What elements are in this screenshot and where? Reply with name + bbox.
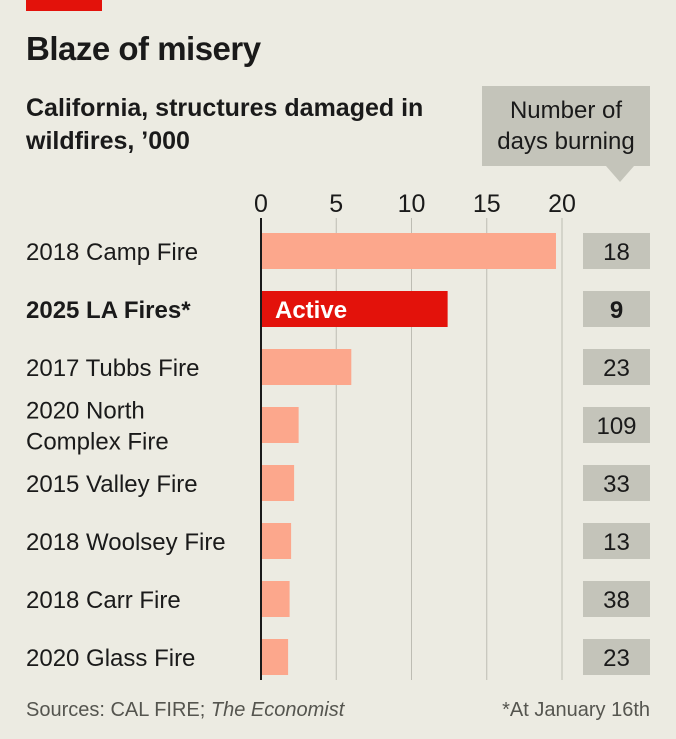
category-label: 2020 North Complex Fire [26,398,169,456]
x-tick-label: 10 [398,190,426,218]
bar [261,581,290,617]
bar [261,465,295,501]
sources-prefix: Sources: CAL FIRE; [26,699,211,721]
chart-subtitle: California, structures damaged in wildfi… [26,94,424,155]
days-value: 23 [603,645,630,672]
bar [261,407,299,443]
bar [261,639,289,675]
days-box [583,639,650,675]
days-box [583,349,650,385]
sources-publisher: The Economist [210,699,345,721]
chart-title: Blaze of misery [26,30,261,67]
days-box [583,465,650,501]
days-box [583,523,650,559]
days-box [583,407,650,443]
x-tick-label: 5 [329,190,343,218]
bar [261,233,556,269]
days-value: 109 [596,413,636,440]
bar [261,349,352,385]
category-label: 2020 Glass Fire [26,645,195,672]
category-label: 2017 Tubbs Fire [26,355,199,382]
days-burning-pointer [606,166,634,182]
days-value: 9 [610,297,623,324]
days-box [583,291,650,327]
bar-highlight [261,291,448,327]
x-tick-label: 15 [473,190,501,218]
days-value: 18 [603,239,630,266]
category-label: 2018 Camp Fire [26,239,198,266]
days-value: 33 [603,471,630,498]
days-value: 38 [603,587,630,614]
days-burning-header: Number of days burning [482,86,650,166]
bar-label-active: Active [275,297,347,324]
days-value: 23 [603,355,630,382]
sources-note: Sources: CAL FIRE; The Economist [26,699,344,722]
category-label: 2018 Woolsey Fire [26,529,226,556]
bar [261,523,292,559]
category-label: 2015 Valley Fire [26,471,198,498]
days-box [583,233,650,269]
brand-red-tag [26,0,102,11]
category-label: 2025 LA Fires* [26,297,191,324]
x-tick-label: 20 [548,190,576,218]
days-box [583,581,650,617]
footnote: *At January 16th [502,699,650,721]
category-label: 2018 Carr Fire [26,587,181,614]
x-tick-label: 0 [254,190,268,218]
days-burning-label: Number of days burning [497,97,635,155]
days-value: 13 [603,529,630,556]
